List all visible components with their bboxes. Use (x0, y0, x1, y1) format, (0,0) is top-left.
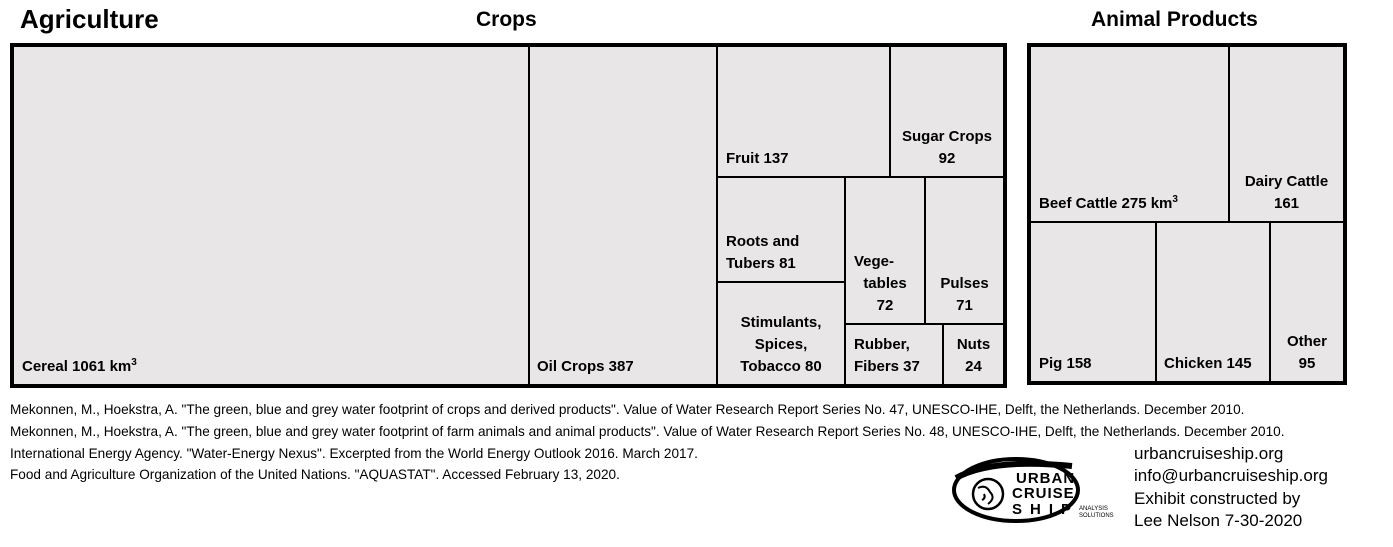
label-fruit: Fruit 137 (726, 150, 789, 167)
cell-dairy-cattle: Dairy Cattle 161 (1228, 45, 1345, 223)
label-rubber-fibers: Rubber, Fibers 37 (854, 336, 920, 375)
label-roots-and-tubers: Roots and Tubers 81 (726, 233, 800, 272)
label-beef-cattle: Beef Cattle 275 km3 (1039, 194, 1178, 212)
cell-beef-cattle: Beef Cattle 275 km3 (1029, 45, 1230, 223)
credits: urbancruiseship.org info@urbancruiseship… (1134, 443, 1328, 532)
logo-tagline-solutions: SOLUTIONS (1079, 513, 1114, 519)
group-title-animal-products: Animal Products (1091, 8, 1258, 31)
logo-word-cruise: CRUISE (1012, 485, 1075, 502)
label-stimulants-spices-tobacco: Stimulants, Spices, Tobacco 80 (740, 314, 822, 375)
cell-stimulants-spices-tobacco: Stimulants, Spices, Tobacco 80 (716, 281, 846, 386)
label-other: Other 95 (1286, 333, 1327, 372)
logo-word-urban: URBAN (1016, 470, 1075, 487)
label-dairy-cattle: Dairy Cattle 161 (1244, 173, 1329, 212)
label-pulses: Pulses 71 (940, 275, 989, 314)
cell-pulses: Pulses 71 (924, 176, 1005, 325)
credit-line-4: Lee Nelson 7-30-2020 (1134, 510, 1303, 530)
credit-line-3: Exhibit constructed by (1134, 488, 1301, 508)
references: Mekonnen, M., Hoekstra, A. "The green, b… (10, 399, 1284, 486)
cell-sugar-crops: Sugar Crops 92 (889, 45, 1005, 178)
label-cereal: Cereal 1061 km3 (22, 357, 137, 375)
label-nuts: Nuts 24 (956, 336, 991, 375)
cell-rubber-fibers: Rubber, Fibers 37 (844, 323, 944, 386)
reference-1: Mekonnen, M., Hoekstra, A. "The green, b… (10, 402, 1245, 417)
reference-2: Mekonnen, M., Hoekstra, A. "The green, b… (10, 423, 1285, 439)
cell-nuts: Nuts 24 (942, 323, 1005, 386)
cell-chicken: Chicken 145 (1155, 221, 1271, 383)
reference-4: Food and Agriculture Organization of the… (10, 467, 620, 483)
cell-other: Other 95 (1269, 221, 1345, 383)
cell-fruit: Fruit 137 (716, 45, 891, 178)
credit-website[interactable]: urbancruiseship.org (1134, 444, 1284, 463)
label-pig: Pig 158 (1039, 355, 1092, 372)
label-oil-crops: Oil Crops 387 (537, 358, 634, 375)
chart-title: Agriculture (20, 4, 159, 34)
cell-oil-crops: Oil Crops 387 (528, 45, 718, 386)
credit-email[interactable]: info@urbancruiseship.org (1134, 466, 1328, 486)
cell-cereal: Cereal 1061 km3 (12, 45, 530, 386)
label-sugar-crops: Sugar Crops 92 (901, 128, 992, 167)
urban-cruise-ship-logo: URBAN CRUISE SHIP ANALYSIS SOLUTIONS (952, 457, 1114, 523)
label-chicken: Chicken 145 (1164, 355, 1252, 372)
cell-vegetables: Vege- tables 72 (844, 176, 926, 325)
label-vegetables: Vege- tables 72 (854, 253, 907, 314)
logo-word-ship: SHIP (1012, 501, 1079, 518)
group-title-crops: Crops (476, 8, 537, 31)
reference-3: International Energy Agency. "Water-Ener… (10, 445, 698, 461)
cell-pig: Pig 158 (1029, 221, 1157, 383)
logo-tagline-analysis: ANALYSIS (1079, 506, 1108, 512)
cell-roots-and-tubers: Roots and Tubers 81 (716, 176, 846, 283)
